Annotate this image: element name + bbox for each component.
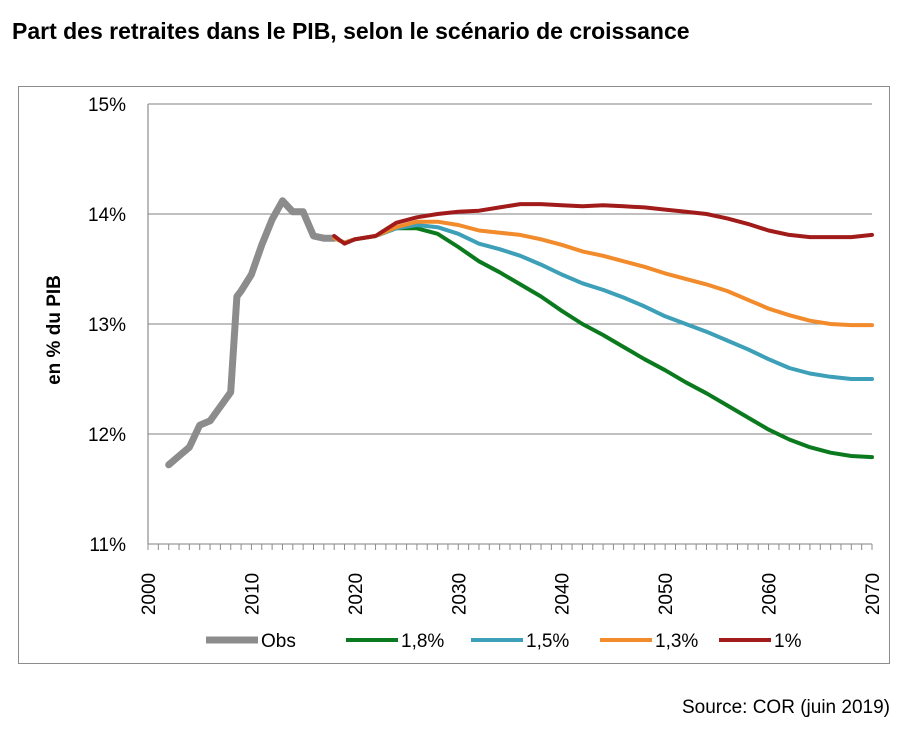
y-tick-label: 12% — [88, 425, 126, 446]
y-tick-label: 14% — [88, 205, 126, 226]
series-line-4 — [332, 202, 874, 246]
series-line-0 — [165, 197, 338, 469]
chart-frame — [18, 86, 890, 664]
x-axis-ticks: 2000 2010 2020 2030 2040 2050 2060 2070 — [139, 544, 884, 615]
y-tick-label: 13% — [88, 315, 126, 336]
legend-label: 1% — [774, 631, 802, 652]
y-tick-label: 11% — [89, 535, 126, 556]
x-tick-label: 2020 — [346, 573, 367, 615]
legend-label: 1,3% — [655, 631, 698, 652]
x-tick-label: 2010 — [242, 573, 263, 615]
y-axis-ticks: 11% 12% 13% 14% 15% — [88, 95, 126, 556]
source-note: Source: COR (juin 2019) — [681, 697, 890, 718]
x-tick-label: 2040 — [553, 573, 574, 615]
series-lines — [165, 197, 874, 469]
x-tick-label: 2060 — [760, 573, 781, 615]
y-tick-label: 15% — [88, 95, 126, 116]
series-line-1 — [332, 226, 874, 460]
y-axis-label: en % du PIB — [44, 275, 65, 385]
series-line-3 — [332, 219, 874, 328]
legend-label: Obs — [261, 631, 296, 652]
x-tick-label: 2070 — [863, 573, 884, 615]
series-line-2 — [332, 223, 874, 381]
legend-label: 1,5% — [526, 631, 569, 652]
grid-lines — [147, 103, 872, 545]
x-tick-label: 2050 — [656, 573, 677, 615]
legend-label: 1,8% — [401, 631, 444, 652]
legend: Obs 1,8% 1,5% 1,3% 1% — [206, 631, 802, 652]
x-tick-label: 2000 — [139, 573, 160, 615]
chart-title: Part des retraites dans le PIB, selon le… — [12, 18, 690, 44]
x-tick-label: 2030 — [449, 573, 470, 615]
